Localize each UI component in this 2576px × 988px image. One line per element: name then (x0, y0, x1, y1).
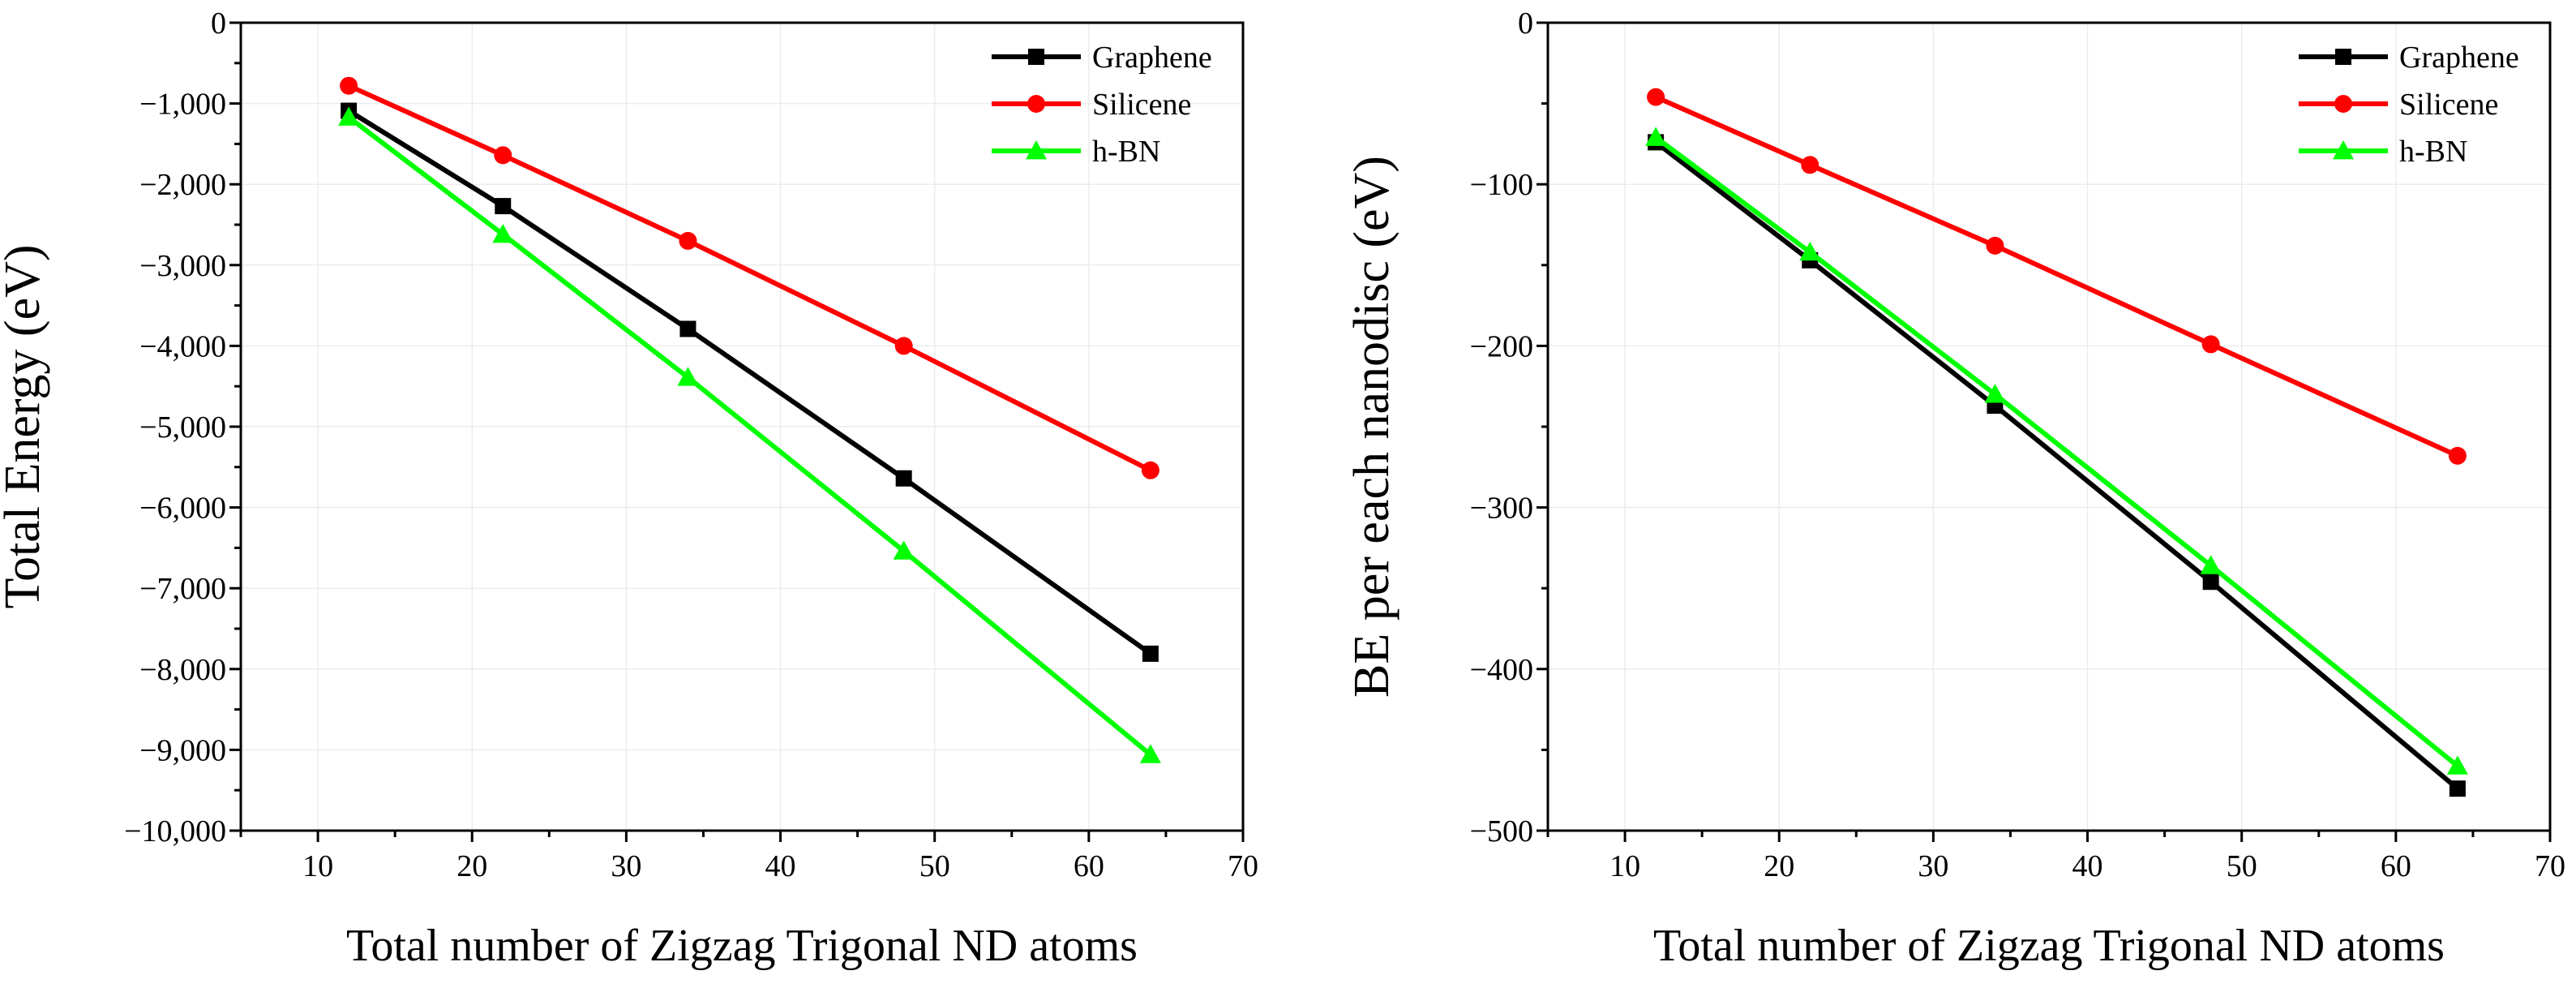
legend-label-silicene: Silicene (2399, 88, 2498, 122)
series-line-graphene (1654, 140, 2459, 791)
series-line-silicene (347, 83, 1152, 473)
y-tick-label: −2,000 (139, 168, 226, 202)
legend-marker-h-bn (1026, 140, 1047, 160)
data-point-h-bn (1984, 384, 2006, 403)
data-point-silicene (2201, 335, 2220, 354)
x-tick-label: 70 (1228, 849, 1258, 883)
series-line-h-bn (347, 115, 1152, 757)
legend-marker-silicene (2334, 95, 2352, 113)
legend-label-graphene: Graphene (2399, 41, 2519, 75)
data-point-silicene (1647, 88, 1665, 106)
series-line-graphene (347, 109, 1152, 656)
x-tick-label: 10 (302, 849, 333, 883)
data-point-graphene (495, 198, 512, 215)
data-point-h-bn (1139, 744, 1161, 763)
legend-marker-graphene (2335, 49, 2351, 65)
x-tick-label: 70 (2535, 849, 2565, 883)
legend: Graphene Silicene h-BN (992, 41, 1212, 169)
y-tick-label: −5,000 (139, 410, 226, 445)
data-point-h-bn (893, 540, 915, 560)
y-tick-label: −4,000 (139, 329, 226, 363)
data-point-graphene (2449, 780, 2466, 797)
data-point-silicene (679, 231, 697, 250)
data-point-h-bn (338, 106, 360, 126)
legend-label-silicene: Silicene (1092, 88, 1191, 122)
y-tick-label: −7,000 (139, 572, 226, 606)
y-tick-label: 0 (1518, 6, 1533, 41)
data-point-silicene (340, 76, 358, 95)
legend: Graphene Silicene h-BN (2299, 41, 2519, 169)
x-axis-title: Total number of Zigzag Trigonal ND atoms (346, 921, 1138, 971)
legend-label-h-bn: h-BN (1092, 135, 1160, 169)
x-tick-label: 60 (1074, 849, 1104, 883)
x-tick-label: 40 (2072, 849, 2103, 883)
y-tick-label: −9,000 (139, 733, 226, 767)
data-point-h-bn (1645, 127, 1667, 146)
y-tick-label: −6,000 (139, 492, 226, 526)
y-tick-label: −3,000 (139, 249, 226, 283)
legend-marker-silicene (1027, 95, 1045, 113)
binding-energy-chart: 10 20 30 40 50 60 70 0 −100 −200 −300 −400 −500 Total… (1344, 6, 2565, 971)
x-axis-title: Total number of Zigzag Trigonal ND atoms (1653, 921, 2445, 971)
data-point-graphene (2202, 573, 2219, 591)
legend-label-graphene: Graphene (1092, 41, 1212, 75)
data-point-silicene (894, 337, 913, 355)
x-tick-label: 50 (919, 849, 950, 883)
y-tick-label: −8,000 (139, 653, 226, 687)
y-tick-label: −10,000 (124, 814, 226, 848)
y-axis-title: BE per each nanodisc (eV) (1344, 156, 1399, 698)
legend-marker-graphene (1028, 49, 1044, 65)
data-point-silicene (1141, 461, 1159, 479)
y-tick-label: −500 (1470, 814, 1533, 848)
data-point-graphene (679, 320, 697, 337)
y-tick-label: −1,000 (139, 88, 226, 122)
data-point-h-bn (1799, 241, 1821, 261)
data-point-h-bn (2200, 555, 2222, 574)
data-point-graphene (895, 470, 912, 487)
y-tick-label: −400 (1470, 653, 1533, 687)
data-point-h-bn (2446, 755, 2468, 775)
data-point-graphene (1142, 645, 1159, 662)
y-tick-label: −100 (1470, 168, 1533, 202)
x-tick-label: 50 (2227, 849, 2257, 883)
legend-label-h-bn: h-BN (2399, 135, 2467, 169)
y-tick-label: 0 (211, 6, 226, 41)
x-tick-label: 20 (456, 849, 487, 883)
data-point-h-bn (677, 367, 699, 386)
data-point-silicene (1801, 156, 1819, 174)
x-tick-label: 30 (1918, 849, 1948, 883)
data-point-silicene (1986, 236, 2004, 255)
data-point-h-bn (492, 223, 514, 243)
x-tick-label: 40 (765, 849, 796, 883)
data-point-silicene (2448, 446, 2467, 465)
x-tick-label: 10 (1609, 849, 1640, 883)
x-tick-label: 30 (611, 849, 641, 883)
legend-marker-h-bn (2333, 140, 2354, 160)
total-energy-chart: 10 20 30 40 50 60 70 0 −1,000 −2,000 −3,000 −4,000 −… (0, 6, 1258, 971)
data-point-silicene (494, 146, 512, 165)
x-tick-label: 60 (2381, 849, 2411, 883)
y-axis-title: Total Energy (eV) (0, 244, 50, 608)
x-tick-label: 20 (1764, 849, 1794, 883)
y-tick-label: −300 (1470, 492, 1533, 526)
y-tick-label: −200 (1470, 329, 1533, 363)
